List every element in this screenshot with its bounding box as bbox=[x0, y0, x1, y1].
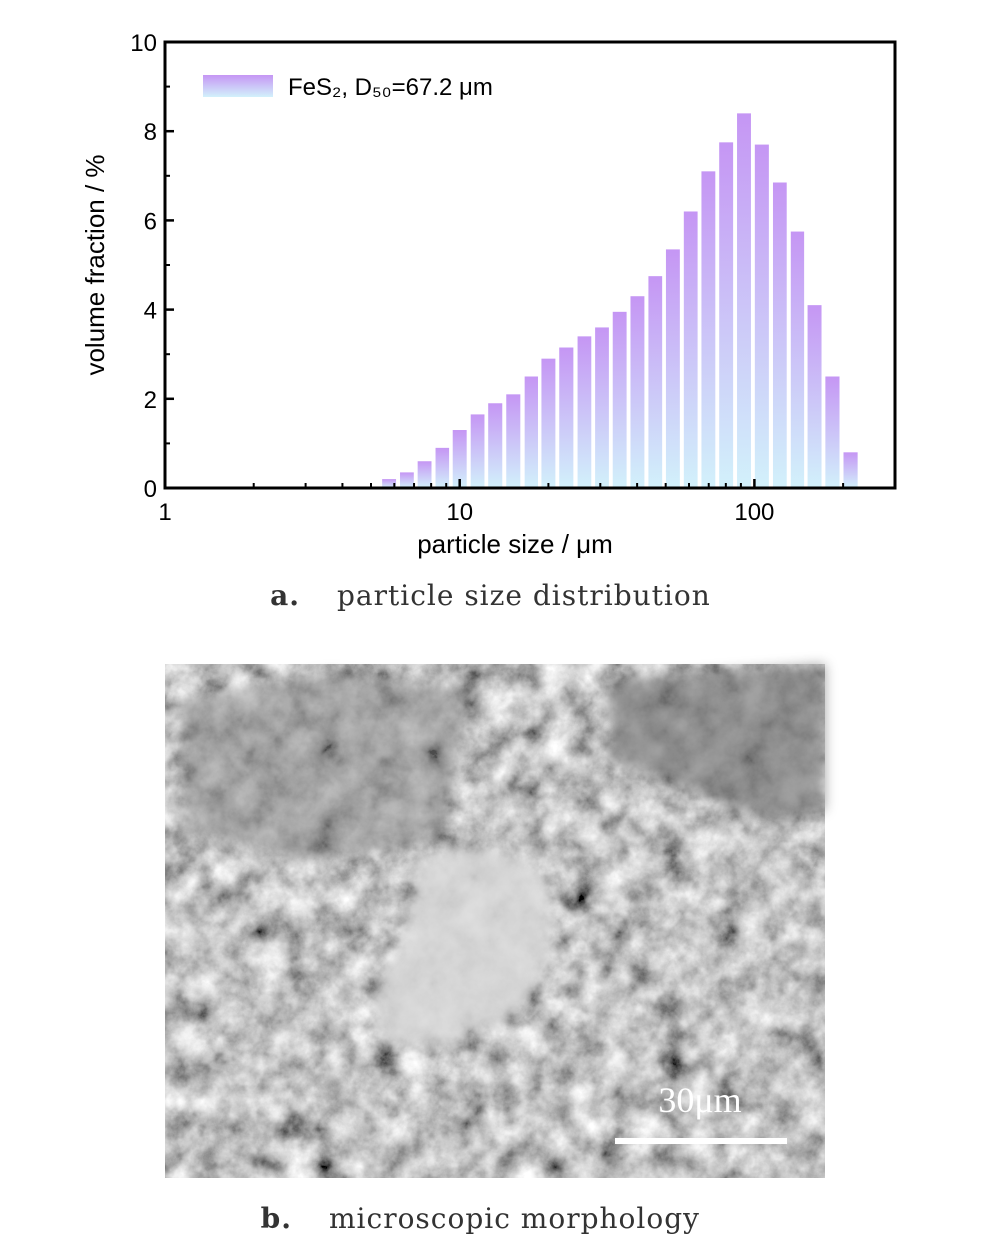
caption-label: a. bbox=[270, 579, 300, 612]
bar bbox=[488, 403, 503, 488]
bar bbox=[648, 276, 663, 488]
legend-swatch bbox=[203, 75, 273, 97]
x-tick-label: 1 bbox=[158, 499, 171, 526]
x-tick-label: 10 bbox=[446, 499, 473, 526]
bar bbox=[524, 376, 538, 488]
legend-label: FeS₂, D₅₀=67.2 μm bbox=[288, 74, 493, 101]
bar bbox=[754, 144, 769, 488]
y-tick-label: 10 bbox=[130, 30, 157, 57]
y-tick-label: 2 bbox=[144, 387, 157, 414]
bar bbox=[400, 472, 414, 488]
bar bbox=[790, 231, 805, 489]
y-tick-label: 4 bbox=[144, 298, 157, 325]
bar bbox=[737, 113, 751, 489]
caption-label: b. bbox=[261, 1202, 292, 1235]
scale-bar-label: 30μm bbox=[658, 1080, 741, 1120]
bar bbox=[595, 327, 609, 488]
bar bbox=[470, 414, 485, 488]
bar bbox=[452, 430, 467, 488]
bar bbox=[435, 447, 450, 488]
sem-image: 30μm bbox=[165, 664, 825, 1178]
y-tick-label: 6 bbox=[144, 208, 157, 235]
bar bbox=[825, 376, 840, 488]
bar bbox=[683, 211, 698, 489]
y-tick-label: 8 bbox=[144, 119, 157, 146]
bar bbox=[541, 358, 556, 488]
caption-text: microscopic morphology bbox=[329, 1202, 700, 1235]
bar bbox=[719, 142, 734, 488]
bar bbox=[665, 249, 680, 488]
bar bbox=[417, 461, 432, 488]
y-axis-label: volume fraction / % bbox=[80, 154, 110, 375]
bar bbox=[577, 336, 592, 488]
bar bbox=[612, 311, 627, 488]
bar bbox=[506, 394, 521, 488]
bar bbox=[701, 171, 716, 488]
x-tick-label: 100 bbox=[734, 499, 774, 526]
bar bbox=[630, 296, 645, 488]
bar bbox=[382, 479, 397, 488]
bar bbox=[772, 182, 787, 489]
bar bbox=[843, 452, 858, 488]
y-tick-label: 0 bbox=[144, 476, 157, 503]
x-axis-label: particle size / μm bbox=[417, 529, 613, 559]
caption-text: particle size distribution bbox=[337, 579, 711, 612]
bar bbox=[559, 347, 574, 488]
bar bbox=[807, 305, 822, 488]
